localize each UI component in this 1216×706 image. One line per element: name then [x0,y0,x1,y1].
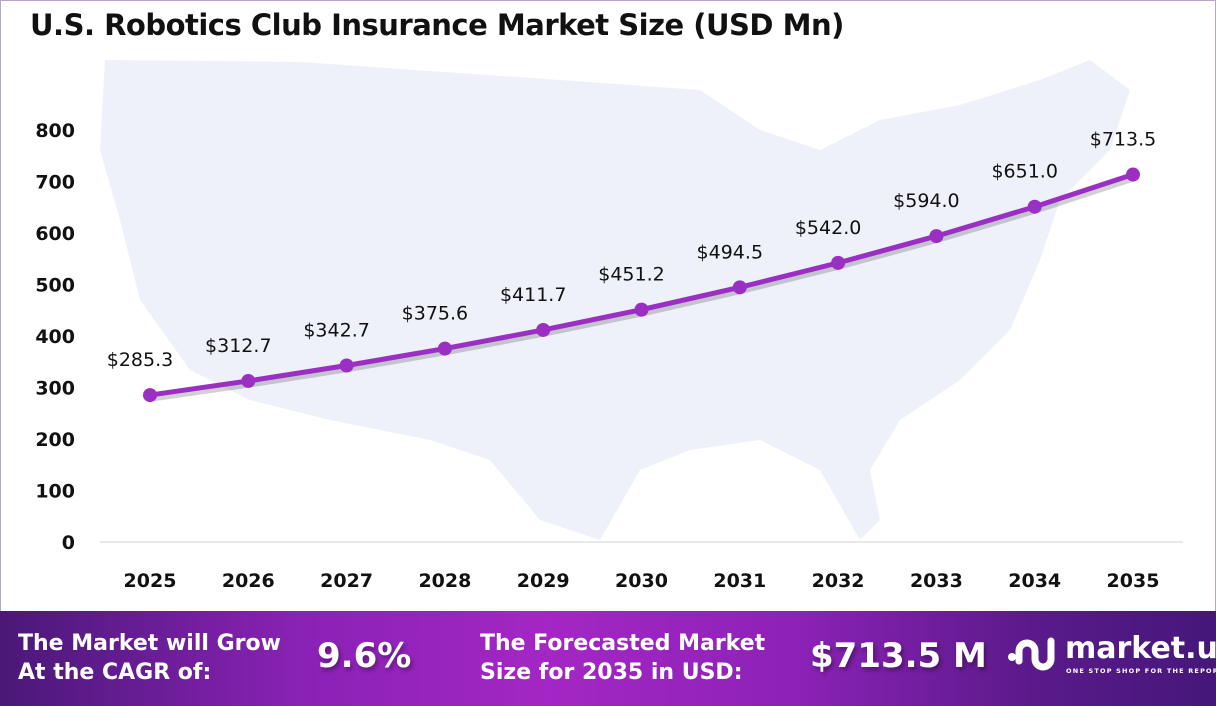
data-point [831,255,846,270]
data-point [732,280,747,295]
x-tick-label: 2028 [418,570,471,592]
logo-name: market.us [1065,631,1216,666]
x-tick-label: 2035 [1107,570,1160,592]
x-tick-label: 2031 [713,570,766,592]
chart-title: U.S. Robotics Club Insurance Market Size… [30,8,844,42]
data-label: $411.7 [500,284,566,306]
y-tick-label: 700 [35,172,75,194]
logo-tagline: ONE STOP SHOP FOR THE REPORTS [1066,667,1216,675]
line-chart: 0 100 200 300 400 500 600 700 800 2025 2026 2027 20… [35,60,1183,592]
data-label: $494.5 [697,241,763,263]
us-map-background [100,60,1130,540]
x-tick-label: 2033 [910,570,963,592]
cagr-label-line-2: At the CAGR of: [18,660,212,685]
y-tick-label: 600 [35,223,75,245]
data-label: $312.7 [205,335,271,357]
data-label: $285.3 [107,349,173,371]
cagr-value: 9.6% [317,636,412,676]
data-point [634,302,649,317]
y-tick-label: 100 [35,481,75,503]
data-point [1027,199,1042,214]
y-tick-label: 500 [35,275,75,297]
cagr-label-line-1: The Market will Grow [18,631,281,656]
data-label: $713.5 [1090,129,1156,151]
data-label: $651.0 [991,161,1057,183]
data-point [536,322,551,337]
forecast-label: The Forecasted Market Size for 2035 in U… [480,629,765,687]
y-tick-label: 0 [62,532,75,554]
data-point [143,388,157,403]
x-tick-label: 2032 [812,570,865,592]
x-tick-label: 2027 [320,570,373,592]
x-tick-label: 2026 [222,570,275,592]
y-tick-label: 300 [35,378,75,400]
y-tick-label: 200 [35,429,75,451]
x-tick-label: 2025 [124,570,177,592]
y-tick-label: 800 [35,120,75,142]
y-tick-label: 400 [35,326,75,348]
data-label: $342.7 [303,320,369,342]
footer-banner: The Market will Grow At the CAGR of: 9.6… [0,611,1216,706]
data-point [1126,167,1140,182]
data-point [339,358,354,373]
forecast-label-line-1: The Forecasted Market [480,631,766,656]
data-point [437,341,452,356]
forecast-value: $713.5 M [810,636,987,676]
cagr-label: The Market will Grow At the CAGR of: [18,629,281,687]
data-label: $542.0 [795,217,861,239]
x-tick-label: 2034 [1008,570,1061,592]
x-tick-label: 2030 [615,570,668,592]
data-label: $594.0 [893,190,959,212]
data-label: $451.2 [598,264,664,286]
data-label: $375.6 [402,303,468,325]
market-us-logo-icon [1008,637,1055,671]
x-tick-label: 2029 [517,570,570,592]
data-point [241,373,256,388]
data-point [929,229,944,244]
forecast-label-line-2: Size for 2035 in USD: [480,660,743,685]
